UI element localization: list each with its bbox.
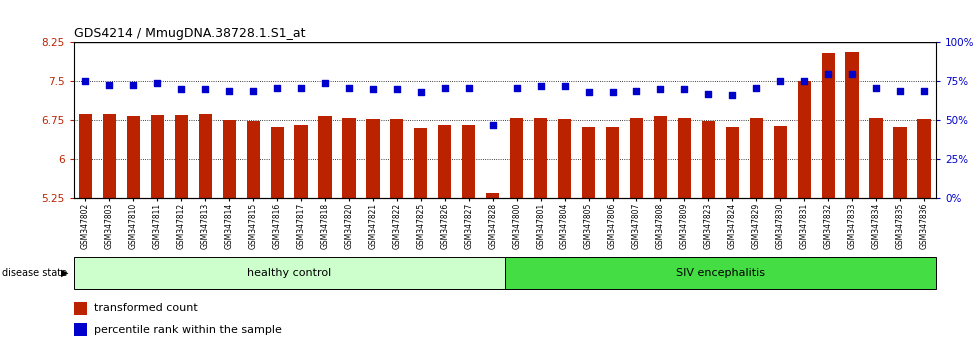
Text: percentile rank within the sample: percentile rank within the sample xyxy=(94,325,282,335)
Bar xyxy=(846,52,858,198)
Bar xyxy=(318,116,331,198)
Point xyxy=(772,79,788,84)
Bar xyxy=(74,323,87,336)
Bar xyxy=(917,119,930,198)
Point xyxy=(221,88,237,93)
Bar xyxy=(247,121,260,198)
Point xyxy=(749,85,764,91)
Text: SIV encephalitis: SIV encephalitis xyxy=(676,268,764,278)
Point xyxy=(77,79,93,84)
Bar xyxy=(894,127,906,198)
Point xyxy=(653,86,668,92)
Bar xyxy=(78,114,92,198)
Point xyxy=(197,86,213,92)
Point xyxy=(461,85,476,91)
Point xyxy=(485,122,501,128)
Bar xyxy=(750,118,762,198)
Point xyxy=(628,88,644,93)
Point xyxy=(844,71,859,76)
Bar xyxy=(534,118,547,198)
Bar xyxy=(678,118,691,198)
Point xyxy=(892,88,907,93)
Bar xyxy=(654,116,667,198)
Bar xyxy=(199,114,212,198)
Point xyxy=(366,86,381,92)
Point xyxy=(581,90,597,95)
Bar xyxy=(606,127,619,198)
Point xyxy=(701,91,716,97)
Bar xyxy=(773,126,787,198)
Point xyxy=(916,88,932,93)
Bar xyxy=(103,114,116,198)
Bar xyxy=(74,302,87,315)
Point xyxy=(724,93,740,98)
Point xyxy=(533,83,549,89)
Text: ▶: ▶ xyxy=(61,268,69,278)
Point xyxy=(605,90,620,95)
Text: disease state: disease state xyxy=(2,268,67,278)
Bar xyxy=(463,125,475,198)
Point xyxy=(341,85,357,91)
Point xyxy=(557,83,572,89)
Point xyxy=(676,86,692,92)
Bar xyxy=(222,120,236,198)
Point xyxy=(820,71,836,76)
Bar xyxy=(869,118,883,198)
Point xyxy=(318,80,333,86)
Text: GDS4214 / MmugDNA.38728.1.S1_at: GDS4214 / MmugDNA.38728.1.S1_at xyxy=(74,27,305,40)
Point xyxy=(868,85,884,91)
Bar xyxy=(725,127,739,198)
Bar xyxy=(342,118,356,198)
Point xyxy=(125,82,141,87)
Point xyxy=(102,82,118,87)
Point xyxy=(173,86,189,92)
Point xyxy=(509,85,524,91)
Bar xyxy=(702,121,714,198)
Point xyxy=(150,80,166,86)
Text: healthy control: healthy control xyxy=(247,268,331,278)
Bar xyxy=(582,127,595,198)
Bar xyxy=(510,118,523,198)
Bar xyxy=(390,119,404,198)
Bar xyxy=(126,116,140,198)
Point xyxy=(293,85,309,91)
Point xyxy=(437,85,453,91)
Bar xyxy=(558,119,571,198)
Point xyxy=(797,79,812,84)
Bar xyxy=(270,127,283,198)
Bar xyxy=(438,125,452,198)
Point xyxy=(413,90,428,95)
Bar xyxy=(367,119,379,198)
Bar xyxy=(415,128,427,198)
Point xyxy=(389,86,405,92)
Bar xyxy=(174,115,188,198)
Point xyxy=(270,85,285,91)
Bar xyxy=(294,125,308,198)
Bar xyxy=(798,81,810,198)
Point xyxy=(245,88,261,93)
Bar xyxy=(486,193,499,198)
Text: transformed count: transformed count xyxy=(94,303,198,313)
Bar xyxy=(505,257,936,289)
Bar xyxy=(151,115,164,198)
Bar xyxy=(630,118,643,198)
Bar xyxy=(74,257,505,289)
Bar xyxy=(821,53,835,198)
